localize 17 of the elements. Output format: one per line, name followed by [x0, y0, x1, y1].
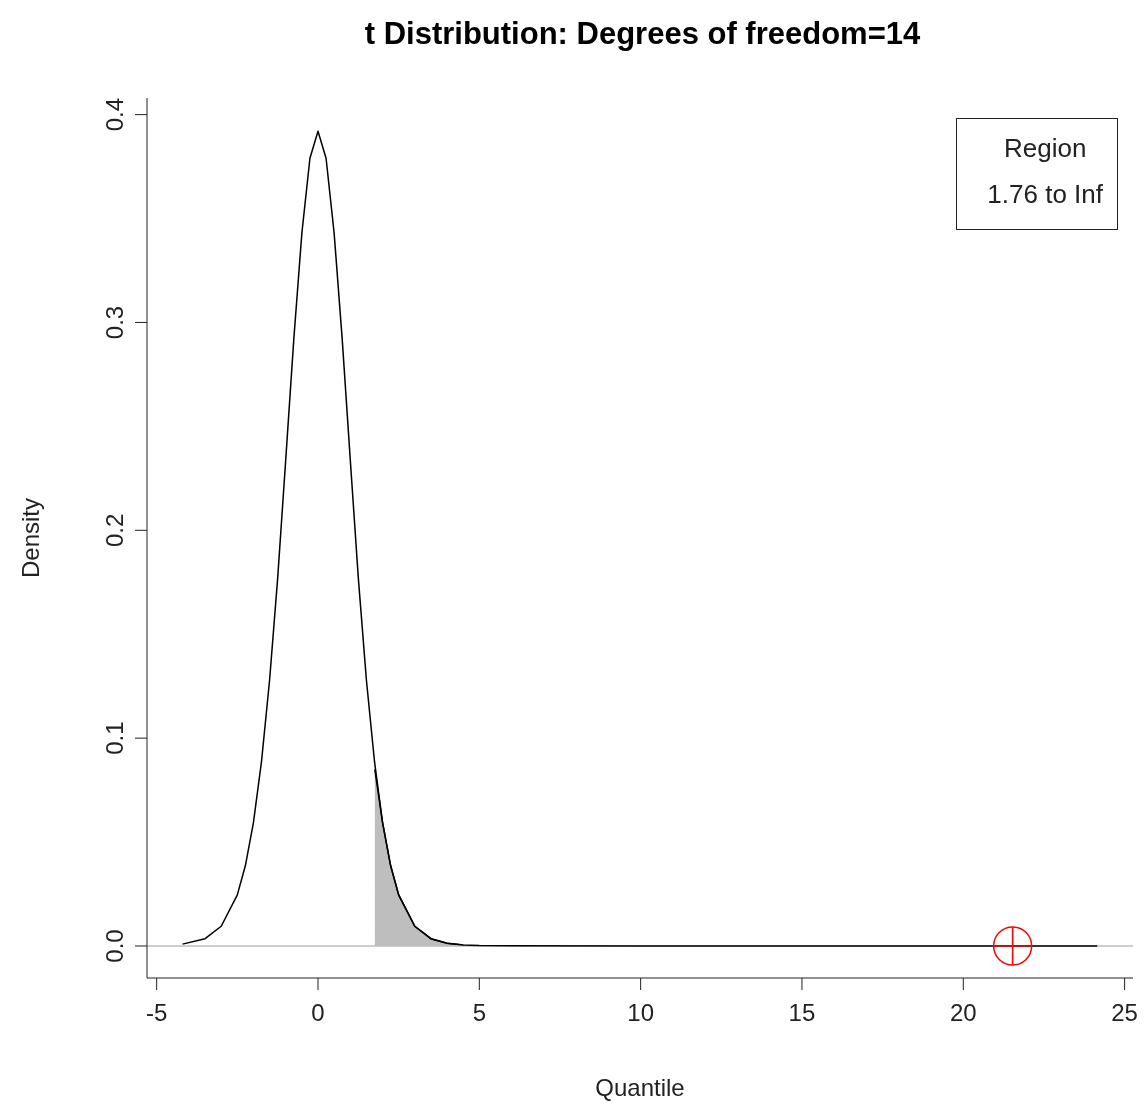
- x-tick-label: -5: [146, 999, 168, 1027]
- y-tick-label: 0.3: [101, 305, 128, 340]
- y-tick-label: 0.1: [101, 721, 128, 755]
- x-tick-label: 10: [627, 999, 654, 1027]
- x-tick-label: 5: [472, 999, 486, 1027]
- y-tick-label: 0.2: [101, 513, 128, 547]
- annotation: 1.76 to Inf: [987, 178, 1103, 211]
- annotation: Region: [1002, 132, 1088, 165]
- y-axis-title: Density: [16, 497, 44, 579]
- chart-title: t Distribution: Degrees of freedom=14: [363, 16, 922, 52]
- x-tick-label: 20: [949, 999, 977, 1027]
- x-tick-label: 25: [1111, 999, 1138, 1027]
- x-tick-label: 15: [788, 999, 816, 1027]
- x-axis-title: Quantile: [595, 1074, 685, 1101]
- y-tick-label: 0.4: [101, 97, 128, 132]
- x-tick-label: 0: [311, 999, 325, 1027]
- y-tick-label: 0.0: [101, 929, 128, 963]
